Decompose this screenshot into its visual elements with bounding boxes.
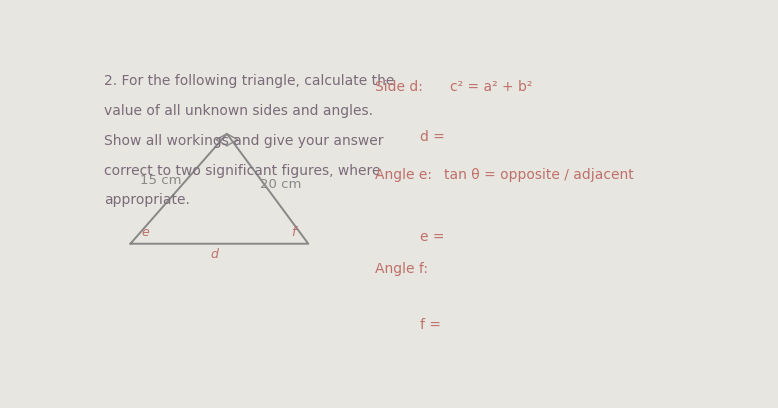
Text: d =: d =: [420, 130, 445, 144]
Text: f =: f =: [420, 318, 441, 333]
Text: e: e: [142, 226, 149, 239]
Text: e =: e =: [420, 231, 444, 244]
Text: 15 cm: 15 cm: [140, 174, 181, 187]
Text: c² = a² + b²: c² = a² + b²: [450, 80, 532, 94]
Text: Angle e:: Angle e:: [375, 168, 432, 182]
Text: value of all unknown sides and angles.: value of all unknown sides and angles.: [104, 104, 373, 118]
Text: f: f: [291, 226, 296, 239]
Text: tan θ = opposite / adjacent: tan θ = opposite / adjacent: [444, 168, 634, 182]
Text: Show all workings and give your answer: Show all workings and give your answer: [104, 134, 384, 148]
Text: correct to two significant figures, where: correct to two significant figures, wher…: [104, 164, 381, 177]
Text: Side d:: Side d:: [375, 80, 422, 94]
Text: Angle f:: Angle f:: [375, 262, 428, 276]
Text: 2. For the following triangle, calculate the: 2. For the following triangle, calculate…: [104, 74, 395, 88]
Text: d: d: [211, 248, 219, 261]
Text: 20 cm: 20 cm: [261, 177, 302, 191]
Text: appropriate.: appropriate.: [104, 193, 191, 208]
